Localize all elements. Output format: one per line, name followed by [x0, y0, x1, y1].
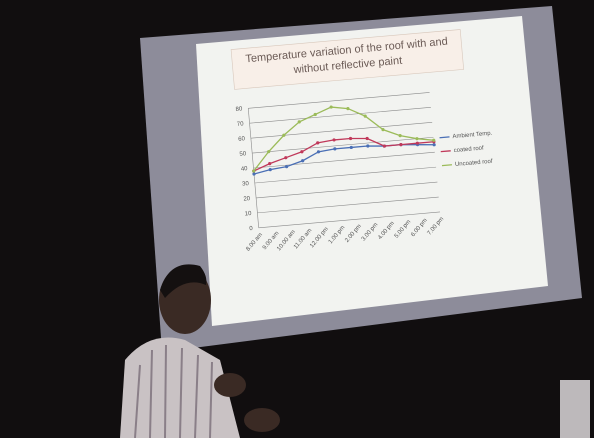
y-tick-label: 20	[243, 196, 251, 203]
y-tick-label: 30	[242, 181, 250, 188]
legend-swatch	[441, 151, 451, 152]
legend-swatch	[442, 165, 452, 166]
y-tick-label: 40	[241, 166, 249, 173]
hand	[244, 408, 280, 432]
y-tick-label: 50	[239, 151, 247, 158]
hand	[214, 373, 246, 397]
page: Temperature variation of the roof with a…	[0, 0, 594, 438]
y-tick-label: 10	[245, 211, 253, 218]
photo: Temperature variation of the roof with a…	[0, 0, 594, 438]
y-tick-label: 70	[237, 121, 245, 128]
y-tick-label: 60	[238, 136, 246, 143]
legend-swatch	[440, 137, 450, 138]
chair	[560, 380, 590, 438]
y-tick-label: 80	[235, 106, 243, 113]
